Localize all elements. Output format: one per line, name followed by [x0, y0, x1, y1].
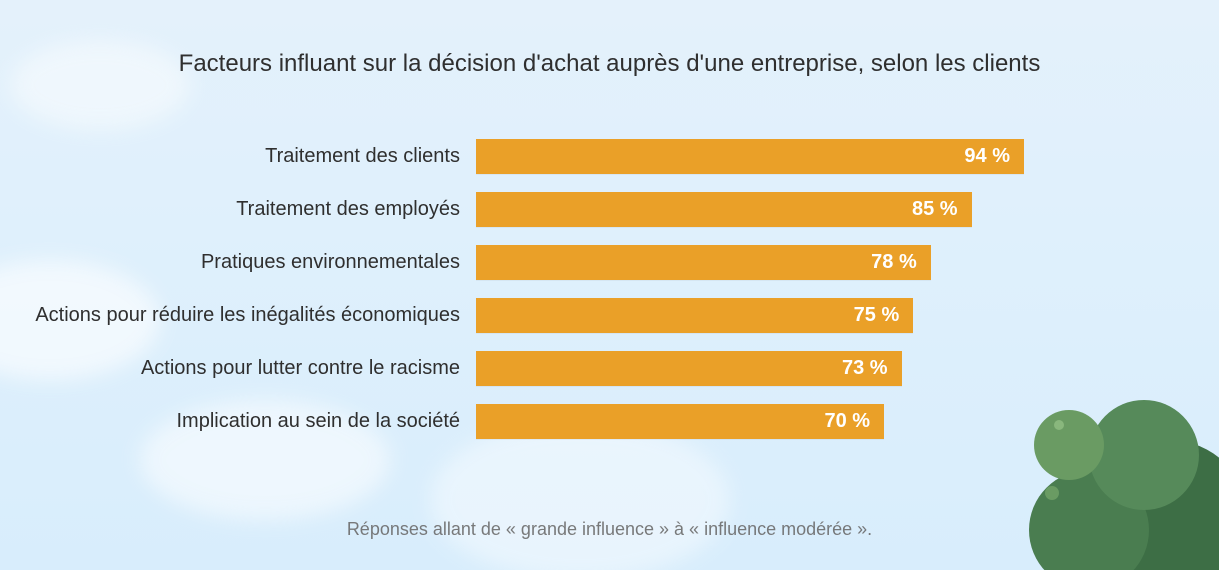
bar-fill: 94 % — [476, 139, 1024, 174]
row-label: Traitement des employés — [30, 198, 466, 221]
bar-value: 70 % — [825, 410, 871, 433]
chart-title: Facteurs influant sur la décision d'acha… — [0, 48, 1219, 80]
bar-value: 75 % — [854, 304, 900, 327]
bar-fill: 73 % — [476, 351, 902, 386]
bar-chart: Traitement des clients94 %Traitement des… — [30, 130, 1059, 470]
bar-value: 94 % — [964, 145, 1010, 168]
chart-row: Actions pour réduire les inégalités écon… — [30, 289, 1059, 342]
bar-fill: 75 % — [476, 298, 913, 333]
chart-row: Traitement des employés 85 % — [30, 183, 1059, 236]
row-label: Actions pour lutter contre le racisme — [30, 357, 466, 380]
bar-fill: 78 % — [476, 245, 931, 280]
chart-row: Pratiques environnementales 78 % — [30, 236, 1059, 289]
bar-track: 85 % — [476, 192, 1059, 227]
bar-value: 73 % — [842, 357, 888, 380]
bar-track: 78 % — [476, 245, 1059, 280]
bar-track: 73 % — [476, 351, 1059, 386]
row-label: Pratiques environnementales — [30, 251, 466, 274]
bar-track: 94 % — [476, 139, 1059, 174]
bar-track: 75 % — [476, 298, 1059, 333]
chart-caption: Réponses allant de « grande influence » … — [0, 519, 1219, 540]
decoration-tree — [1039, 390, 1219, 570]
row-label: Traitement des clients — [30, 145, 466, 168]
bar-fill: 70 % — [476, 404, 884, 439]
bar-track: 70 % — [476, 404, 1059, 439]
chart-row: Implication au sein de la société 70 % — [30, 395, 1059, 448]
bar-value: 78 % — [871, 251, 917, 274]
bar-fill: 85 % — [476, 192, 972, 227]
row-label: Actions pour réduire les inégalités écon… — [30, 304, 466, 327]
bar-value: 85 % — [912, 198, 958, 221]
chart-row: Traitement des clients 94 % — [30, 130, 1059, 183]
row-label: Implication au sein de la société — [30, 410, 466, 433]
chart-row: Actions pour lutter contre le racisme 73 … — [30, 342, 1059, 395]
